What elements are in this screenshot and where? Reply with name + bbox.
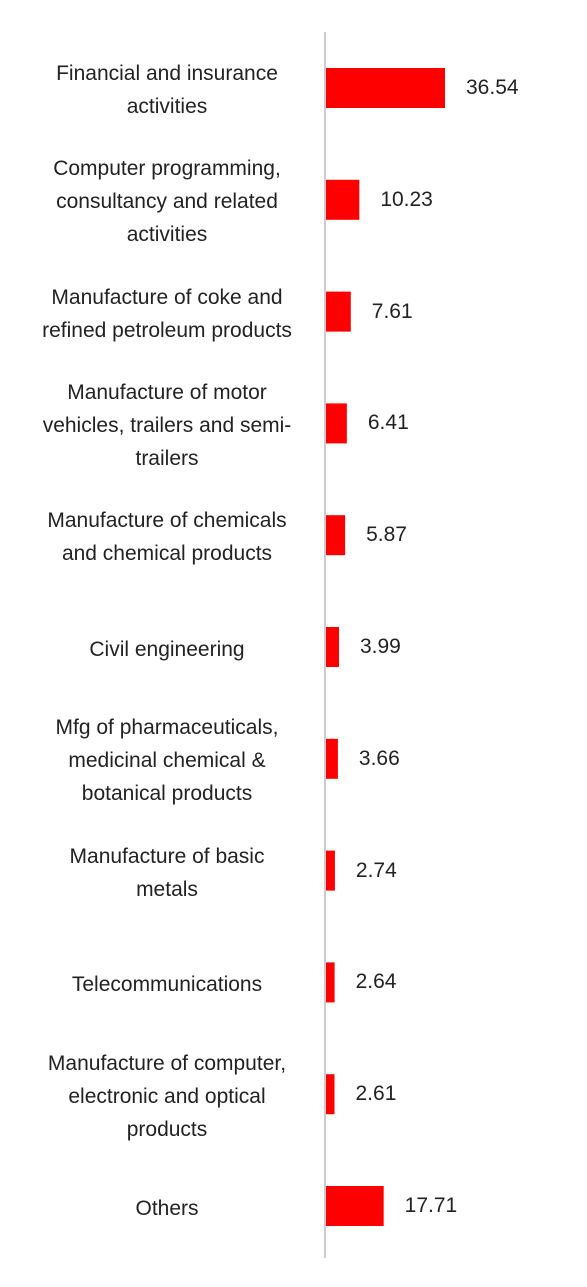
- bar: [326, 515, 346, 556]
- data-label: 36.54: [466, 76, 519, 99]
- category-label: Telecommunications: [71, 972, 263, 996]
- category-label: Manufacture of basic metals: [69, 844, 265, 901]
- category-label: Civil engineering: [89, 637, 245, 661]
- bar: [326, 68, 445, 108]
- bar: [326, 1186, 384, 1226]
- bar: [326, 291, 351, 332]
- data-label: 7.61: [371, 299, 413, 323]
- category-label: Financial and insurance activities: [56, 62, 278, 118]
- bar: [326, 403, 347, 444]
- category-label: Manufacture of motor vehicles, trailers …: [42, 380, 292, 470]
- category-label: Mfg of pharmaceuticals, medicinal chemic…: [55, 716, 279, 806]
- bar: [326, 627, 339, 667]
- category-label: Manufacture of computer, electronic and …: [47, 1051, 287, 1141]
- data-label: 3.99: [359, 635, 401, 658]
- bar: [326, 1074, 335, 1115]
- bar: [326, 738, 338, 779]
- data-label: 5.87: [366, 523, 407, 547]
- data-label: 3.66: [358, 746, 400, 770]
- data-label: 10.23: [380, 187, 433, 211]
- data-label: 2.64: [355, 970, 397, 994]
- bar: [326, 179, 360, 220]
- category-label: Others: [135, 1196, 199, 1220]
- data-label: 2.74: [355, 858, 397, 882]
- category-label: Manufacture of chemicals and chemical pr…: [47, 509, 287, 566]
- bar: [326, 850, 335, 891]
- category-label: Computer programming, consultancy and re…: [53, 157, 281, 247]
- data-label: 6.41: [367, 411, 409, 435]
- data-label: 2.61: [355, 1082, 397, 1106]
- data-label: 17.71: [404, 1194, 458, 1217]
- category-label: Manufacture of coke and refined petroleu…: [42, 285, 292, 342]
- bar: [326, 962, 335, 1003]
